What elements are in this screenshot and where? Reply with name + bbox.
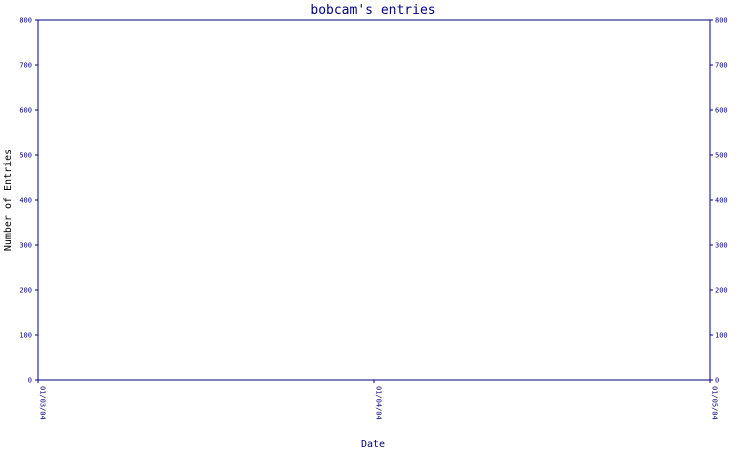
y-axis-left: 0 100 200 300 400 500 600 700 800 bbox=[19, 17, 38, 385]
y-axis-right: 0 100 200 300 400 500 600 700 800 bbox=[710, 17, 728, 385]
y-tick-label-right: 100 bbox=[715, 332, 728, 340]
y-tick-label-left: 800 bbox=[19, 17, 32, 25]
x-tick-label: 01/03/04 bbox=[39, 386, 47, 420]
plot-border bbox=[37, 19, 711, 381]
y-tick-label-left: 500 bbox=[19, 152, 32, 160]
y-tick-label-right: 0 bbox=[715, 377, 719, 385]
x-axis: 01/03/04 01/04/04 01/05/04 bbox=[37, 380, 719, 420]
y-tick-label-left: 600 bbox=[19, 107, 32, 115]
x-axis-label: Date bbox=[361, 439, 385, 450]
y-tick-label-left: 100 bbox=[19, 332, 32, 340]
y-tick-label-right: 200 bbox=[715, 287, 728, 295]
y-tick-label-left: 0 bbox=[28, 377, 32, 385]
y-tick-label-right: 700 bbox=[715, 62, 728, 70]
y-tick-label-right: 500 bbox=[715, 152, 728, 160]
chart-title: bobcam's entries bbox=[310, 3, 435, 18]
x-tick-label: 01/04/04 bbox=[375, 386, 383, 420]
y-tick-label-left: 300 bbox=[19, 242, 32, 250]
y-tick-label-left: 200 bbox=[19, 287, 32, 295]
y-tick-label-right: 800 bbox=[715, 17, 728, 25]
y-tick-label-left: 700 bbox=[19, 62, 32, 70]
y-tick-label-right: 400 bbox=[715, 197, 728, 205]
y-tick-label-right: 300 bbox=[715, 242, 728, 250]
y-tick-label-right: 600 bbox=[715, 107, 728, 115]
x-tick-label: 01/05/04 bbox=[711, 386, 719, 420]
y-axis-label: Number of Entries bbox=[3, 149, 14, 251]
plot-frame bbox=[37, 19, 711, 381]
y-tick-label-left: 400 bbox=[19, 197, 32, 205]
